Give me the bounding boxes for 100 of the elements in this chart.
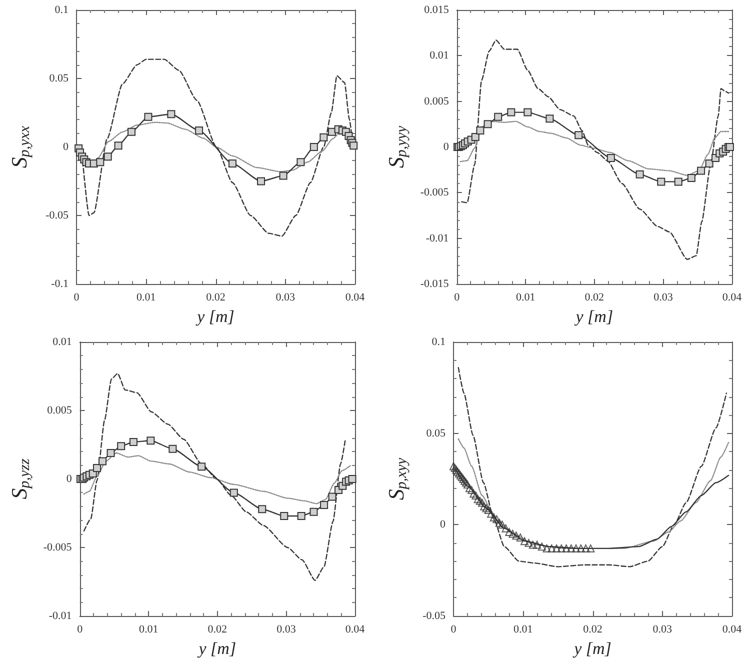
point (548, 544, 556, 552)
point (562, 544, 570, 552)
point (524, 538, 533, 547)
point (328, 128, 336, 136)
point (502, 524, 510, 532)
point (705, 159, 714, 168)
point (490, 513, 498, 522)
y-tick-label: 0.1 (432, 336, 446, 348)
x-tick-label: 0.01 (138, 624, 158, 636)
point (528, 540, 537, 549)
point (586, 544, 595, 552)
point (144, 112, 152, 121)
point (228, 159, 236, 168)
point (542, 544, 551, 552)
point (520, 537, 529, 546)
y-tick-label: 0.1 (54, 4, 68, 16)
point (495, 518, 504, 527)
point (114, 142, 122, 150)
point (471, 132, 480, 141)
point (450, 462, 458, 470)
y-tick-label: 0 (440, 518, 446, 531)
y-tick-label: 0.015 (424, 4, 450, 16)
x-tick-label: 0.03 (276, 292, 296, 304)
x-tick-label: 0.04 (345, 292, 366, 304)
x-tick-label: 0.04 (722, 292, 742, 304)
x-axis-title: y [m] (195, 307, 234, 326)
x-tick-label: 0.02 (584, 292, 604, 304)
point (482, 504, 490, 512)
point (687, 174, 696, 182)
y-tick-label: 0.05 (426, 427, 446, 440)
point (296, 158, 305, 166)
x-tick-label: 0 (454, 292, 460, 304)
x-tick-label: 0 (77, 624, 84, 636)
point (472, 491, 480, 500)
y-tick-label: 0 (443, 141, 450, 153)
point (476, 496, 484, 505)
point (487, 510, 496, 518)
point (310, 143, 318, 151)
y-tick-label: 0.05 (49, 72, 69, 84)
point (636, 170, 644, 178)
point (657, 178, 666, 186)
y-tick-label: -0.05 (422, 610, 446, 622)
point (93, 464, 102, 472)
x-tick-label: 0 (74, 292, 80, 304)
point (674, 178, 682, 186)
y-tick-label: 0.005 (424, 95, 450, 108)
x-tick-label: 0.04 (345, 624, 366, 636)
y-tick-label: 0 (66, 473, 72, 485)
point (606, 154, 615, 162)
point (468, 486, 476, 494)
point (567, 544, 576, 552)
y-tick-label: -0.005 (43, 542, 72, 554)
point (484, 506, 492, 514)
point (458, 473, 466, 482)
x-tick-label: 0.03 (654, 292, 674, 304)
point (128, 128, 136, 136)
y-tick-label: -0.005 (420, 186, 450, 199)
point (98, 457, 107, 466)
y-tick-label: -0.015 (420, 278, 450, 290)
point (328, 492, 336, 501)
point (492, 515, 501, 524)
point (552, 544, 561, 552)
point (230, 488, 238, 497)
point (498, 520, 506, 529)
point (538, 542, 546, 551)
x-axis-title: y [m] (572, 639, 612, 658)
point (470, 490, 478, 498)
point (454, 468, 462, 476)
y-tick-label: 0.01 (430, 50, 449, 62)
point (572, 544, 580, 552)
point (508, 530, 517, 538)
point (478, 498, 486, 507)
x-tick-label: 0.01 (514, 624, 533, 636)
point (512, 532, 520, 540)
x-tick-label: 0.02 (208, 624, 228, 636)
point (167, 110, 176, 118)
point (320, 501, 328, 510)
point (466, 484, 474, 492)
y-axis-title: Sp,xyy (384, 458, 410, 500)
point (280, 512, 288, 520)
y-axis-title: Sp,yzz (6, 458, 33, 500)
point (476, 126, 484, 135)
x-tick-label: 0.01 (136, 292, 156, 304)
point (533, 540, 542, 549)
line-series (461, 40, 730, 260)
y-tick-label: 0.01 (52, 336, 72, 348)
line-series (83, 452, 352, 504)
point (524, 108, 532, 116)
y-tick-label: -0.01 (426, 232, 449, 244)
x-tick-label: 0.04 (722, 624, 742, 636)
point (320, 133, 328, 142)
point (576, 544, 585, 552)
point (106, 448, 115, 457)
point (494, 112, 502, 121)
point (350, 142, 358, 150)
x-tick-label: 0 (450, 624, 457, 636)
point (505, 528, 514, 536)
point (129, 438, 138, 446)
point (104, 152, 112, 161)
point (297, 512, 306, 520)
